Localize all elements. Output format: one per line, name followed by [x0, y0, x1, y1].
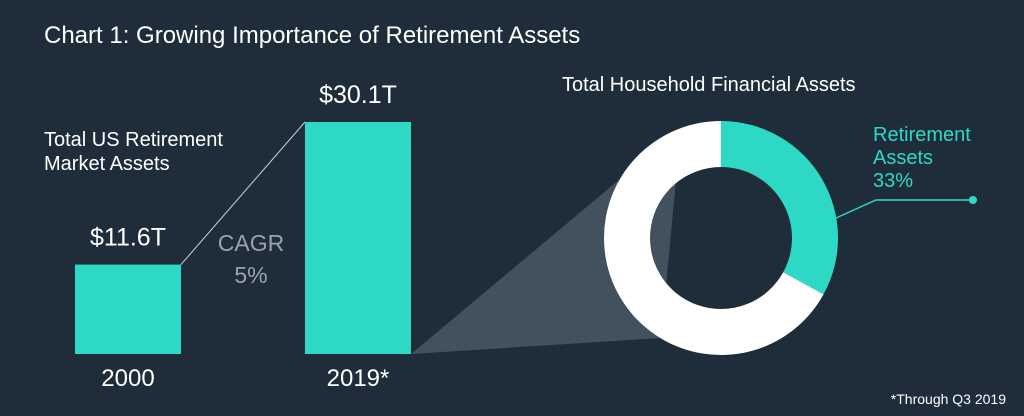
- bar-value-label-2019: $30.1T: [319, 81, 397, 109]
- bar-category-label-2019: 2019*: [327, 365, 390, 392]
- chart-title: Chart 1: Growing Importance of Retiremen…: [44, 22, 581, 49]
- growth-connector-line: [180, 121, 306, 265]
- funnel-cone: [411, 128, 681, 354]
- slice-label-value: 33%: [873, 170, 913, 192]
- slice-label-line-2: Assets: [873, 147, 933, 169]
- bar-chart-title-line-1: Total US Retirement: [44, 129, 223, 151]
- donut-slice-retirement-assets: [721, 121, 839, 295]
- bar-2000: [75, 264, 181, 354]
- bar-value-label-2000: $11.6T: [90, 224, 166, 252]
- callout-dot: [969, 196, 977, 204]
- cagr-annotation-value: 5%: [234, 262, 267, 288]
- callout-leader-line: [835, 199, 972, 219]
- slice-label-line-1: Retirement: [873, 124, 971, 146]
- bar-2019: [305, 122, 411, 354]
- donut-chart-title: Total Household Financial Assets: [562, 74, 856, 96]
- footnote: *Through Q3 2019: [891, 391, 1006, 407]
- bar-category-label-2000: 2000: [101, 365, 154, 392]
- cagr-annotation-label: CAGR: [218, 230, 284, 256]
- bar-chart-title-line-2: Market Assets: [44, 153, 170, 175]
- donut-slice-other-assets: [604, 121, 824, 355]
